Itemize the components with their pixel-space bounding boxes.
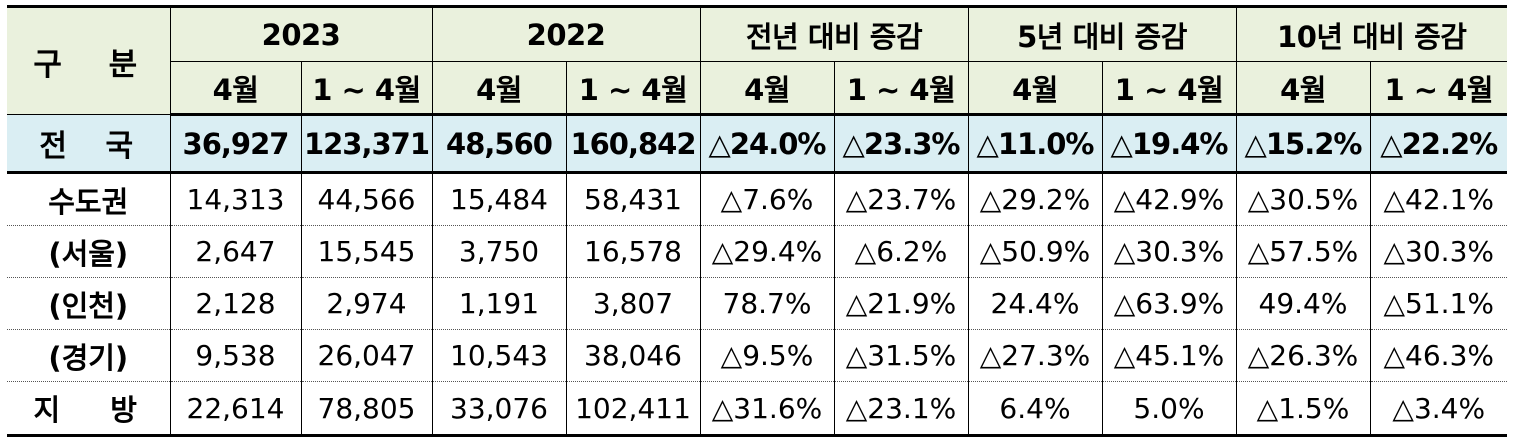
sub-header-cumulative: 1 ~ 4월 (300, 61, 433, 116)
table-row: (경기) 9,538 26,047 10,543 38,046 △9.5% △3… (7, 329, 1508, 382)
table-cell: 15,545 (300, 225, 433, 278)
sub-header-month: 4월 (1235, 61, 1371, 116)
table-cell: 10,543 (431, 329, 567, 382)
table-cell: △26.3% (1235, 329, 1371, 382)
table-cell: 2,128 (169, 277, 302, 330)
table-cell: 36,927 (169, 114, 302, 174)
table-cell: △31.6% (699, 381, 835, 437)
table-cell: △7.6% (699, 172, 835, 226)
table-cell: △51.1% (1369, 277, 1508, 330)
table-cell: △22.2% (1369, 114, 1508, 174)
table-cell: 3,750 (431, 225, 567, 278)
sub-header-cumulative: 1 ~ 4월 (1101, 61, 1237, 116)
table-cell: △6.2% (833, 225, 969, 278)
table-cell: △23.3% (833, 114, 969, 174)
table-cell: △1.5% (1235, 381, 1371, 437)
table-cell: 2,974 (300, 277, 433, 330)
sub-header-month: 4월 (170, 61, 302, 116)
sub-header-month: 4월 (967, 61, 1103, 116)
row-label: 전 국 (7, 114, 171, 174)
row-label: 지 방 (7, 381, 171, 437)
table-cell: △45.1% (1101, 329, 1237, 382)
group-header-2023: 2023 (169, 5, 433, 62)
sub-header-cumulative: 1 ~ 4월 (1369, 61, 1508, 116)
table-cell: 16,578 (565, 225, 701, 278)
table-cell: 33,076 (431, 381, 567, 437)
table-cell: 26,047 (300, 329, 433, 382)
table-cell: △63.9% (1101, 277, 1237, 330)
table-cell: △30.3% (1101, 225, 1237, 278)
table-cell: 102,411 (565, 381, 701, 437)
table-cell: △46.3% (1369, 329, 1508, 382)
table-cell: 48,560 (431, 114, 567, 174)
table-row-total: 전 국 36,927 123,371 48,560 160,842 △24.0%… (7, 114, 1508, 174)
table-cell: 44,566 (300, 172, 433, 226)
table-cell: △9.5% (699, 329, 835, 382)
table-cell: 1,191 (431, 277, 567, 330)
table-cell: △29.2% (967, 172, 1103, 226)
statistics-table: 구 분 2023 2022 전년 대비 증감 5년 대비 증감 10년 대비 증… (7, 5, 1508, 437)
table-cell: △42.1% (1369, 172, 1508, 226)
table-cell: 49.4% (1235, 277, 1371, 330)
group-header-yoy: 전년 대비 증감 (699, 5, 969, 62)
table-row: 지 방 22,614 78,805 33,076 102,411 △31.6% … (7, 381, 1508, 437)
table-cell: 2,647 (169, 225, 302, 278)
table-cell: △57.5% (1235, 225, 1371, 278)
row-label: (서울) (7, 225, 171, 278)
table-cell: 160,842 (565, 114, 701, 174)
table-cell: 14,313 (169, 172, 302, 226)
table-cell: 78,805 (300, 381, 433, 437)
table-cell: 9,538 (169, 329, 302, 382)
table-cell: 22,614 (169, 381, 302, 437)
table-cell: 24.4% (967, 277, 1103, 330)
group-header-5yr: 5년 대비 증감 (967, 5, 1237, 62)
sub-header-cumulative: 1 ~ 4월 (833, 61, 969, 116)
row-label: (경기) (7, 329, 171, 382)
table-cell: △24.0% (699, 114, 835, 174)
table-cell: △21.9% (833, 277, 969, 330)
table-body: 전 국 36,927 123,371 48,560 160,842 △24.0%… (7, 114, 1508, 437)
table-cell: △30.3% (1369, 225, 1508, 278)
table-row: (서울) 2,647 15,545 3,750 16,578 △29.4% △6… (7, 225, 1508, 278)
table-cell: △42.9% (1101, 172, 1237, 226)
table-cell: 15,484 (431, 172, 567, 226)
table-cell: 58,431 (565, 172, 701, 226)
table-row: (인천) 2,128 2,974 1,191 3,807 78.7% △21.9… (7, 277, 1508, 330)
table-cell: 78.7% (699, 277, 835, 330)
table-cell: △31.5% (833, 329, 969, 382)
category-header: 구 분 (7, 5, 171, 115)
table-cell: △30.5% (1235, 172, 1371, 226)
table-cell: △50.9% (967, 225, 1103, 278)
table-cell: △3.4% (1369, 381, 1508, 437)
table-cell: △11.0% (967, 114, 1103, 174)
table-cell: △29.4% (699, 225, 835, 278)
table-cell: △27.3% (967, 329, 1103, 382)
table-header: 구 분 2023 2022 전년 대비 증감 5년 대비 증감 10년 대비 증… (7, 5, 1508, 116)
table-cell: 3,807 (565, 277, 701, 330)
group-header-2022: 2022 (431, 5, 701, 62)
table-cell: △15.2% (1235, 114, 1371, 174)
sub-header-cumulative: 1 ~ 4월 (565, 61, 701, 116)
table-cell: 5.0% (1101, 381, 1237, 437)
table-cell: 6.4% (967, 381, 1103, 437)
table-cell: △19.4% (1101, 114, 1237, 174)
table-cell: 38,046 (565, 329, 701, 382)
row-label: 수도권 (7, 172, 171, 226)
group-header-10yr: 10년 대비 증감 (1235, 5, 1508, 62)
table-cell: △23.1% (833, 381, 969, 437)
row-label: (인천) (7, 277, 171, 330)
table-cell: 123,371 (300, 114, 433, 174)
table-cell: △23.7% (833, 172, 969, 226)
sub-header-month: 4월 (699, 61, 835, 116)
table-row: 수도권 14,313 44,566 15,484 58,431 △7.6% △2… (7, 172, 1508, 226)
sub-header-month: 4월 (431, 61, 567, 116)
